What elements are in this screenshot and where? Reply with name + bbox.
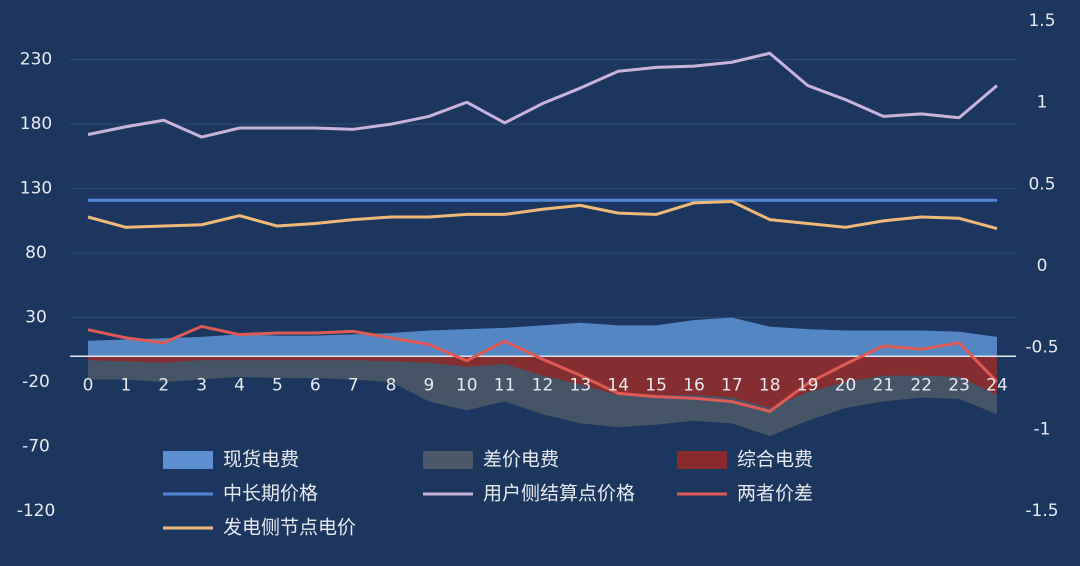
x-tick-label: 7	[348, 375, 359, 395]
x-tick-label: 11	[494, 375, 516, 395]
legend-label: 现货电费	[223, 449, 299, 471]
line	[87, 200, 998, 231]
y-tick-label: 180	[20, 114, 52, 134]
x-tick-label: 8	[386, 375, 397, 395]
x-tick-label: 3	[196, 375, 207, 395]
x-tick-label: 12	[532, 375, 554, 395]
y-tick-label: -70	[22, 437, 50, 457]
x-tick-label: 20	[835, 375, 857, 395]
y2-tick-label: -0.5	[1025, 338, 1058, 358]
legend-swatch	[423, 451, 473, 469]
y-tick-label: 30	[25, 308, 47, 328]
x-tick-label: 10	[456, 375, 478, 395]
x-tick-label: 0	[83, 375, 94, 395]
y2-tick-label: 1	[1037, 93, 1048, 113]
area	[88, 317, 997, 357]
x-tick-label: 9	[423, 375, 434, 395]
x-tick-label: 16	[683, 375, 705, 395]
legend-label: 综合电费	[737, 449, 813, 471]
y2-tick-label: -1.5	[1025, 501, 1058, 521]
x-tick-label: 17	[721, 375, 743, 395]
y2-tick-label: 1.5	[1028, 11, 1055, 31]
x-tick-label: 19	[797, 375, 819, 395]
x-tick-label: 21	[873, 375, 895, 395]
y2-tick-label: 0.5	[1028, 174, 1055, 194]
x-tick-label: 13	[570, 375, 592, 395]
x-tick-label: 15	[645, 375, 667, 395]
legend-label: 发电侧节点电价	[223, 517, 356, 539]
x-tick-label: 1	[120, 375, 131, 395]
y-tick-label: -120	[17, 501, 56, 521]
x-tick-label: 14	[607, 375, 629, 395]
legend-label: 两者价差	[737, 483, 813, 505]
y-tick-label: 80	[25, 243, 47, 263]
area	[88, 356, 997, 408]
y-tick-label: -20	[22, 372, 50, 392]
x-tick-label: 23	[948, 375, 970, 395]
line	[87, 51, 998, 139]
line	[87, 324, 999, 413]
legend-swatch	[677, 451, 727, 469]
y2-tick-label: 0	[1037, 256, 1048, 276]
x-tick-label: 5	[272, 375, 283, 395]
x-tick-label: 2	[158, 375, 169, 395]
legend-label: 差价电费	[483, 449, 559, 471]
x-tick-label: 4	[234, 375, 245, 395]
y-tick-label: 130	[20, 179, 52, 199]
y-tick-label: 230	[20, 50, 52, 70]
x-tick-label: 18	[759, 375, 781, 395]
legend-label: 中长期价格	[223, 483, 318, 505]
legend-label: 用户侧结算点价格	[483, 483, 635, 505]
x-tick-label: 24	[986, 375, 1008, 395]
y2-tick-label: -1	[1034, 419, 1051, 439]
legend-swatch	[163, 451, 213, 469]
x-tick-label: 22	[910, 375, 932, 395]
x-tick-label: 6	[310, 375, 321, 395]
